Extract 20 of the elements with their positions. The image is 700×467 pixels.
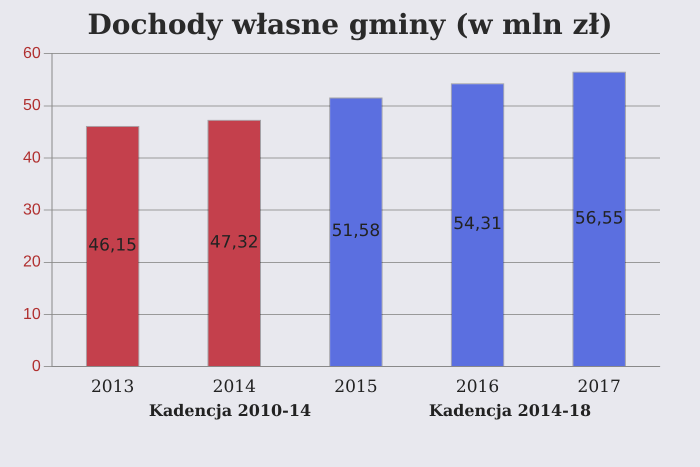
x-tick-label: 2014	[212, 377, 256, 398]
y-tick-label: 40	[23, 149, 41, 166]
x-tick-label: 2013	[90, 377, 134, 398]
chart-title: Dochody własne gminy (w mln zł)	[86, 8, 614, 41]
text: Kadencja 2010-14	[148, 401, 312, 420]
text: Kadencja 2014-18	[428, 401, 592, 420]
x-tick-label: 2017	[578, 377, 621, 398]
data-label: 46,15	[88, 235, 137, 256]
data-label: 47,32	[210, 232, 259, 252]
data-label: 54,31	[453, 214, 502, 234]
data-label: 51,58	[332, 221, 380, 242]
y-tick-label: 50	[23, 97, 41, 114]
y-tick-label: 60	[23, 45, 41, 62]
data-label: 56,55	[574, 208, 624, 228]
y-tick-label: 10	[23, 306, 41, 323]
x-tick-label: 2015	[334, 377, 378, 398]
y-tick-label: 30	[23, 202, 41, 219]
y-tick-label: 0	[32, 358, 41, 376]
y-tick-label: 20	[23, 254, 41, 271]
x-tick-label: 2016	[456, 377, 500, 398]
